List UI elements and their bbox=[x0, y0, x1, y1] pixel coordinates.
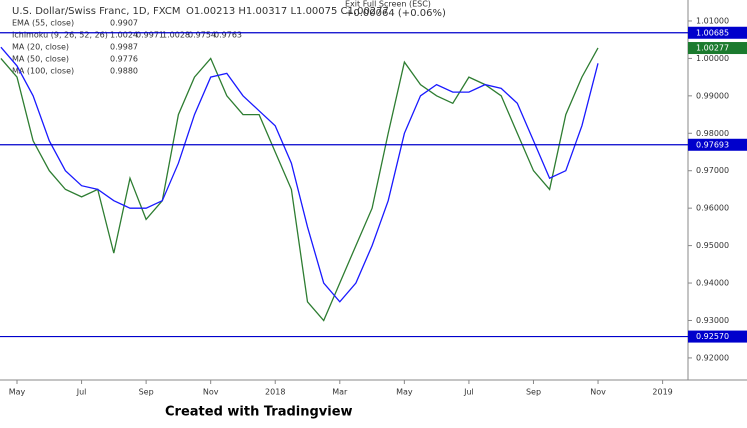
y-tick-label: 0.93000 bbox=[696, 316, 729, 325]
indicator-value: 0.9907 bbox=[110, 19, 138, 28]
price-line bbox=[0, 46, 599, 303]
y-tick-label: 0.94000 bbox=[696, 279, 729, 288]
indicator-value: 0.9776 bbox=[110, 55, 138, 64]
level-label: 0.97693 bbox=[696, 140, 729, 149]
y-tick-label: 0.92000 bbox=[696, 353, 729, 362]
indicator-label: EMA (55, close) bbox=[12, 19, 74, 28]
level-label: 0.92570 bbox=[696, 332, 729, 341]
y-tick-label: 0.96000 bbox=[696, 204, 729, 213]
last-price-label: 1.00277 bbox=[696, 44, 729, 53]
indicator-value: 0.9971 bbox=[136, 31, 164, 40]
x-tick-label: May bbox=[9, 388, 26, 397]
y-tick-label: 1.01000 bbox=[696, 16, 729, 25]
change: +0.00064 (+0.06%) bbox=[345, 8, 446, 19]
x-tick-label: Sep bbox=[139, 388, 154, 397]
y-tick-label: 0.97000 bbox=[696, 166, 729, 175]
exit-button[interactable]: Exit Full Screen (ESC) bbox=[345, 0, 431, 9]
last-price-tag bbox=[688, 42, 747, 55]
y-tick-label: 0.95000 bbox=[696, 241, 729, 250]
x-tick-label: Jul bbox=[76, 388, 87, 397]
indicator-label: MA (50, close) bbox=[12, 55, 69, 64]
x-tick-label: Nov bbox=[590, 388, 606, 397]
indicator-value: 0.9763 bbox=[214, 31, 242, 40]
quote: O1.00213 H1.00317 L1.00075 C1.00277 bbox=[186, 6, 389, 17]
indicator-label: Ichimoku (9, 26, 52, 26) bbox=[12, 31, 108, 40]
level-tag bbox=[688, 138, 747, 151]
price-line bbox=[0, 47, 599, 322]
indicator-value: 1.0028 bbox=[162, 31, 190, 40]
y-tick-label: 0.98000 bbox=[696, 129, 729, 138]
indicator-value: 0.9987 bbox=[110, 43, 138, 52]
indicator-label: MA (100, close) bbox=[12, 67, 74, 76]
x-tick-label: 2018 bbox=[265, 388, 285, 397]
chart-title: U.S. Dollar/Swiss Franc, 1D, FXCM bbox=[12, 6, 180, 17]
level-tag bbox=[688, 26, 747, 39]
indicator-value: 1.0024 bbox=[110, 31, 138, 40]
level-label: 1.00685 bbox=[696, 28, 729, 37]
y-tick-label: 0.99000 bbox=[696, 91, 729, 100]
indicator-label: MA (20, close) bbox=[12, 43, 69, 52]
x-tick-label: Mar bbox=[332, 388, 348, 397]
indicator-value: 0.9880 bbox=[110, 67, 138, 76]
level-tag bbox=[688, 330, 747, 343]
x-tick-label: 2019 bbox=[652, 388, 672, 397]
x-tick-label: May bbox=[396, 388, 413, 397]
footer: Created with Tradingview bbox=[165, 405, 353, 420]
indicator-value: 0.9754 bbox=[188, 31, 216, 40]
x-tick-label: Sep bbox=[526, 388, 541, 397]
x-tick-label: Nov bbox=[203, 388, 219, 397]
y-tick-label: 1.00000 bbox=[696, 54, 729, 63]
x-tick-label: Jul bbox=[463, 388, 474, 397]
